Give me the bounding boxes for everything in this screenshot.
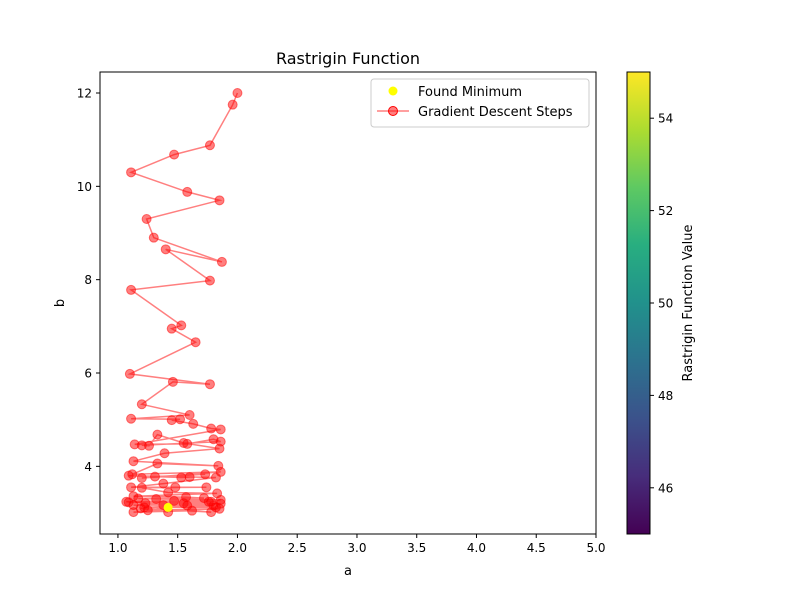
- gradient-step-point: [152, 429, 163, 440]
- y-tick-label: 8: [84, 273, 92, 287]
- colorbar-label: Rastrigin Function Value: [681, 225, 696, 382]
- x-tick-label: 5.0: [586, 541, 605, 555]
- colorbar-ticks: 46 48 50 52 54: [650, 112, 673, 495]
- gradient-step-point: [204, 275, 215, 286]
- x-tick-label: 4.0: [467, 541, 486, 555]
- gradient-step-point: [214, 443, 225, 454]
- plot-frame: [99, 71, 597, 535]
- gradient-step-point: [176, 472, 187, 483]
- gradient-step-point: [148, 232, 159, 243]
- gradient-step-point: [160, 244, 171, 255]
- legend-steps-label: Gradient Descent Steps: [418, 105, 573, 120]
- colorbar-tick-label: 54: [658, 112, 673, 126]
- gradient-step-point: [206, 507, 217, 518]
- y-tick-label: 4: [84, 460, 92, 474]
- y-tick-label: 12: [77, 87, 92, 101]
- gradient-step-point: [187, 505, 198, 516]
- gradient-step-point: [126, 413, 137, 424]
- gradient-step-point: [182, 186, 193, 197]
- gradient-step-point: [215, 424, 226, 435]
- gradient-step-point: [136, 399, 147, 410]
- chart-title: Rastrigin Function: [276, 49, 420, 68]
- colorbar-tick-label: 50: [658, 297, 673, 311]
- gradient-step-point: [126, 167, 137, 178]
- gradient-step-point: [204, 140, 215, 151]
- gradient-step-point: [169, 149, 180, 160]
- gradient-step-point: [144, 440, 155, 451]
- legend-steps-marker: [388, 106, 398, 116]
- gradient-step-point: [206, 423, 217, 434]
- gradient-step-point: [204, 379, 215, 390]
- gradient-step-point: [123, 497, 134, 508]
- gradient-step-point: [152, 458, 163, 469]
- gradient-step-point: [232, 88, 243, 98]
- y-tick-label: 10: [77, 180, 92, 194]
- x-tick-label: 2.0: [228, 541, 247, 555]
- x-tick-label: 1.0: [108, 541, 127, 555]
- gradient-step-point: [163, 487, 174, 498]
- y-axis-label: b: [53, 299, 68, 307]
- colorbar-tick-label: 46: [658, 481, 673, 495]
- colorbar-tick-label: 52: [658, 204, 673, 218]
- x-tick-label: 1.5: [168, 541, 187, 555]
- found-minimum-point: [163, 502, 173, 512]
- gradient-step-point: [166, 323, 177, 334]
- x-tick-label: 3.5: [407, 541, 426, 555]
- gradient-step-point: [184, 472, 195, 483]
- colorbar: 46 48 50 52 54 Rastrigin Function Value: [626, 71, 696, 535]
- x-axis: 1.0 1.5 2.0 2.5 3.0 3.5 4.0 4.5 5.0: [108, 534, 606, 555]
- gradient-step-point: [136, 473, 147, 483]
- gradient-step-point: [124, 368, 135, 379]
- gradient-step-point: [214, 503, 225, 514]
- plot-content: [121, 88, 243, 518]
- gradient-step-point: [203, 496, 214, 507]
- colorbar-gradient: [626, 71, 651, 535]
- gradient-step-point: [201, 482, 212, 493]
- gradient-step-point: [128, 456, 139, 467]
- gradient-step-point: [214, 195, 225, 206]
- gradient-step-point: [188, 418, 199, 429]
- gradient-step-point: [141, 214, 152, 224]
- gradient-step-point: [135, 503, 146, 514]
- gradient-step-point: [126, 482, 137, 493]
- x-tick-label: 3.0: [347, 541, 366, 555]
- y-tick-label: 6: [84, 367, 92, 381]
- gradient-step-point: [175, 414, 186, 425]
- gradient-step-point: [176, 320, 187, 331]
- legend-found-minimum-label: Found Minimum: [418, 85, 522, 100]
- y-axis: 4 6 8 10 12: [77, 87, 100, 474]
- gradient-step-point: [151, 494, 162, 504]
- gradient-step-point: [149, 471, 160, 482]
- gradient-step-point: [190, 337, 201, 348]
- gradient-step-point: [126, 284, 137, 295]
- gradient-step-point: [158, 478, 169, 489]
- colorbar-tick-label: 48: [658, 389, 673, 403]
- gradient-step-point: [184, 410, 195, 420]
- legend-found-minimum-marker: [388, 86, 398, 96]
- gradient-step-point: [227, 99, 238, 110]
- x-tick-label: 2.5: [288, 541, 307, 555]
- legend-box: [370, 78, 590, 128]
- x-axis-label: a: [344, 564, 352, 579]
- gradient-step-point: [136, 482, 147, 493]
- gradient-step-point: [167, 376, 178, 387]
- gradient-step-point: [166, 415, 177, 426]
- x-tick-label: 4.5: [527, 541, 546, 555]
- gradient-step-point: [170, 482, 181, 493]
- gradient-step-point: [178, 438, 189, 448]
- gradient-step-point: [169, 495, 180, 506]
- gradient-step-point: [159, 448, 170, 459]
- gradient-step-point: [216, 256, 227, 267]
- gradient-step-point: [210, 472, 221, 483]
- gradient-step-point: [123, 470, 134, 481]
- legend: Found Minimum Gradient Descent Steps: [370, 78, 590, 128]
- gradient-step-point: [200, 469, 211, 480]
